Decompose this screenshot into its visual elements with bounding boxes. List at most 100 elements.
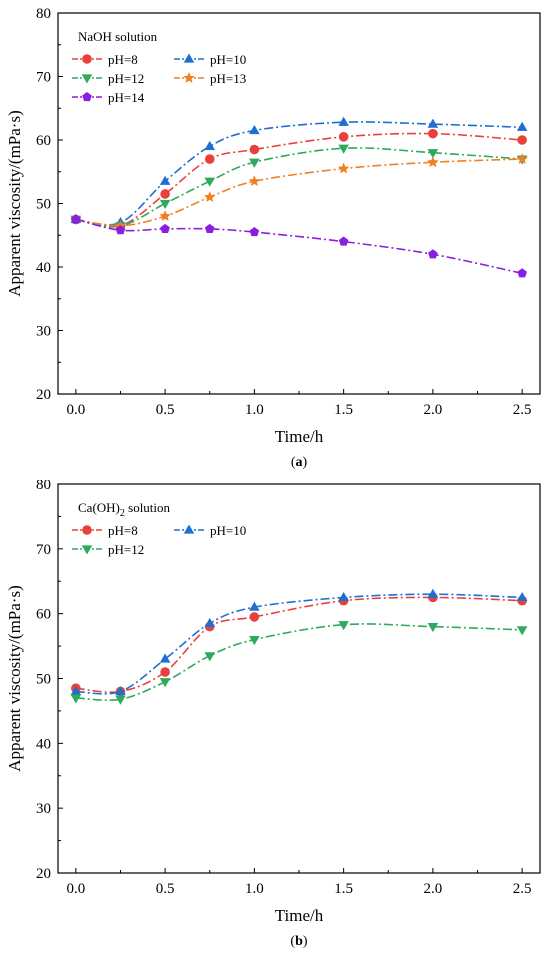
legend-label: pH=12: [108, 71, 144, 86]
data-point: [70, 685, 82, 696]
y-tick-label: 40: [36, 260, 51, 276]
data-point: [249, 601, 260, 611]
x-tick-label: 1.5: [334, 881, 353, 897]
figure-caption: (b): [290, 934, 307, 949]
data-point: [160, 189, 170, 199]
legend: Ca(OH)2 solution pH=8 pH=10 pH=12: [72, 500, 246, 557]
data-point: [517, 268, 527, 278]
series-pH=8: [71, 592, 527, 697]
legend-label: pH=10: [210, 52, 246, 67]
y-tick-label: 70: [36, 542, 51, 558]
data-point: [427, 623, 439, 633]
legend-label: pH=8: [108, 523, 138, 538]
y-tick-label: 60: [36, 607, 51, 623]
legend-item-pH=13: pH=13: [174, 71, 246, 86]
series-pH=10: [70, 116, 528, 227]
series-pH=14: [71, 214, 527, 278]
data-point: [204, 223, 215, 233]
data-point: [338, 621, 349, 631]
data-point: [115, 685, 126, 696]
y-tick-label: 20: [36, 866, 51, 882]
legend-item-pH=10: pH=10: [174, 52, 246, 67]
data-point: [160, 667, 170, 677]
x-axis: 0.0 0.5 1.0 1.5 2.0 2.5: [66, 868, 532, 897]
y-tick-label: 20: [36, 387, 51, 403]
legend-label: pH=10: [210, 523, 246, 538]
data-point: [428, 128, 438, 139]
series-line: [75, 158, 523, 227]
data-point: [516, 153, 528, 164]
data-point: [159, 653, 171, 663]
x-tick-label: 0.5: [156, 881, 175, 897]
x-tick-label: 2.0: [424, 402, 443, 418]
data-point: [159, 678, 171, 688]
data-point: [427, 149, 439, 159]
data-point: [249, 124, 260, 135]
legend-marker: [183, 72, 195, 83]
data-point: [204, 154, 215, 164]
x-axis-title: Time/h: [275, 906, 324, 925]
series-pH=12: [70, 621, 528, 705]
x-tick-label: 0.0: [66, 881, 85, 897]
data-point: [204, 140, 216, 150]
data-point: [249, 636, 260, 646]
legend-item-pH=14: pH=14: [72, 90, 145, 105]
legend-item-pH=8: pH=8: [72, 523, 138, 538]
data-point: [427, 588, 439, 598]
data-point: [427, 156, 439, 168]
y-tick-label: 80: [36, 480, 51, 493]
data-point: [428, 249, 438, 259]
data-point: [248, 175, 261, 187]
legend-item-pH=12: pH=12: [72, 542, 144, 557]
y-axis-title: Apparent viscosity/(mPa·s): [5, 110, 24, 297]
legend-marker: [183, 53, 195, 63]
legend-label: pH=12: [108, 542, 144, 557]
legend-label: pH=8: [108, 52, 138, 67]
legend-marker: [81, 545, 93, 555]
data-point: [338, 591, 349, 602]
series-line: [75, 147, 523, 228]
y-tick-label: 60: [36, 133, 51, 149]
legend-marker: [81, 74, 93, 84]
legend-marker: [183, 524, 195, 534]
series-line: [75, 596, 523, 693]
data-point: [159, 175, 171, 185]
legend-marker: [82, 91, 92, 102]
legend-marker: [82, 54, 92, 64]
data-point: [516, 591, 528, 602]
data-point: [160, 223, 170, 233]
data-point: [204, 177, 216, 187]
legend-item-pH=10: pH=10: [174, 523, 246, 538]
x-tick-label: 1.0: [245, 402, 264, 418]
x-axis-title: Time/h: [275, 427, 324, 446]
data-point: [517, 135, 527, 145]
data-point: [337, 162, 350, 174]
x-tick-label: 2.5: [513, 402, 532, 418]
chart-b: 0.0 0.5 1.0 1.5 2.0 2.5 20 30 40 50 60 70 80 Time/h Ap…: [5, 480, 541, 949]
series-pH=12: [70, 144, 528, 232]
data-point: [338, 132, 349, 142]
y-tick-label: 50: [36, 197, 51, 213]
x-tick-label: 0.0: [66, 402, 85, 418]
x-tick-label: 1.5: [334, 402, 353, 418]
data-point: [115, 695, 126, 705]
x-tick-label: 2.5: [513, 881, 532, 897]
y-tick-label: 50: [36, 672, 51, 688]
legend-title: Ca(OH)2 solution: [78, 500, 171, 519]
series-line: [75, 593, 523, 695]
chart-a: 0.0 0.5 1.0 1.5 2.0 2.5 20 30 40 50 60 70 80 Time/h Ap…: [5, 6, 541, 470]
data-point: [204, 191, 216, 202]
legend-item-pH=8: pH=8: [72, 52, 138, 67]
legend: NaOH solution pH=8 pH=10 pH=12 pH=13 pH=14: [72, 29, 246, 105]
x-tick-label: 0.5: [156, 402, 175, 418]
data-point: [338, 144, 349, 154]
data-point: [516, 121, 528, 131]
legend-item-pH=12: pH=12: [72, 71, 144, 86]
y-axis: 20 30 40 50 60 70 80: [36, 480, 63, 882]
data-point: [516, 626, 528, 636]
series-pH=8: [71, 128, 527, 231]
y-tick-label: 40: [36, 736, 51, 752]
data-point: [70, 694, 82, 704]
data-point: [249, 158, 260, 168]
y-axis-title: Apparent viscosity/(mPa·s): [5, 585, 24, 772]
